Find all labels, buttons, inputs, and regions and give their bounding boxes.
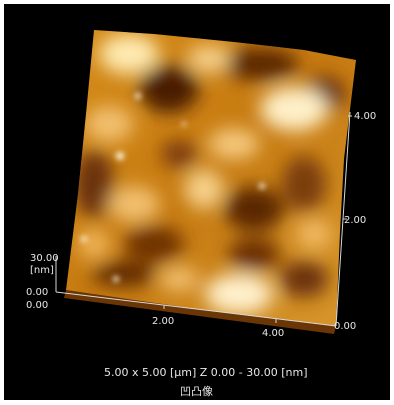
z-axis-zero-label: 0.00 xyxy=(26,287,49,298)
afm-3d-surface-plot xyxy=(55,30,356,334)
y-tick-label: 2.00 xyxy=(344,215,367,226)
view-mode-caption: 凹凸像 xyxy=(180,385,213,398)
axis-lines xyxy=(55,111,352,327)
z-axis-max-label: 30.00 xyxy=(30,253,59,264)
x-tick-label: 2.00 xyxy=(152,316,175,327)
x-axis-line xyxy=(55,291,337,327)
y-tick-label: 0.00 xyxy=(334,321,357,332)
x-tick-label: 4.00 xyxy=(262,328,285,339)
scan-info-caption: 5.00 x 5.00 [μm] Z 0.00 - 30.00 [nm] xyxy=(104,366,308,379)
x-tick-label: 0.00 xyxy=(26,300,49,311)
topography-surface xyxy=(66,30,356,326)
z-axis-unit-label: [nm] xyxy=(30,265,54,276)
afm-viewport: 30.00 [nm] 0.00 0.00 2.00 4.00 0.00 2.00… xyxy=(4,4,390,400)
y-tick-label: 4.00 xyxy=(354,111,377,122)
